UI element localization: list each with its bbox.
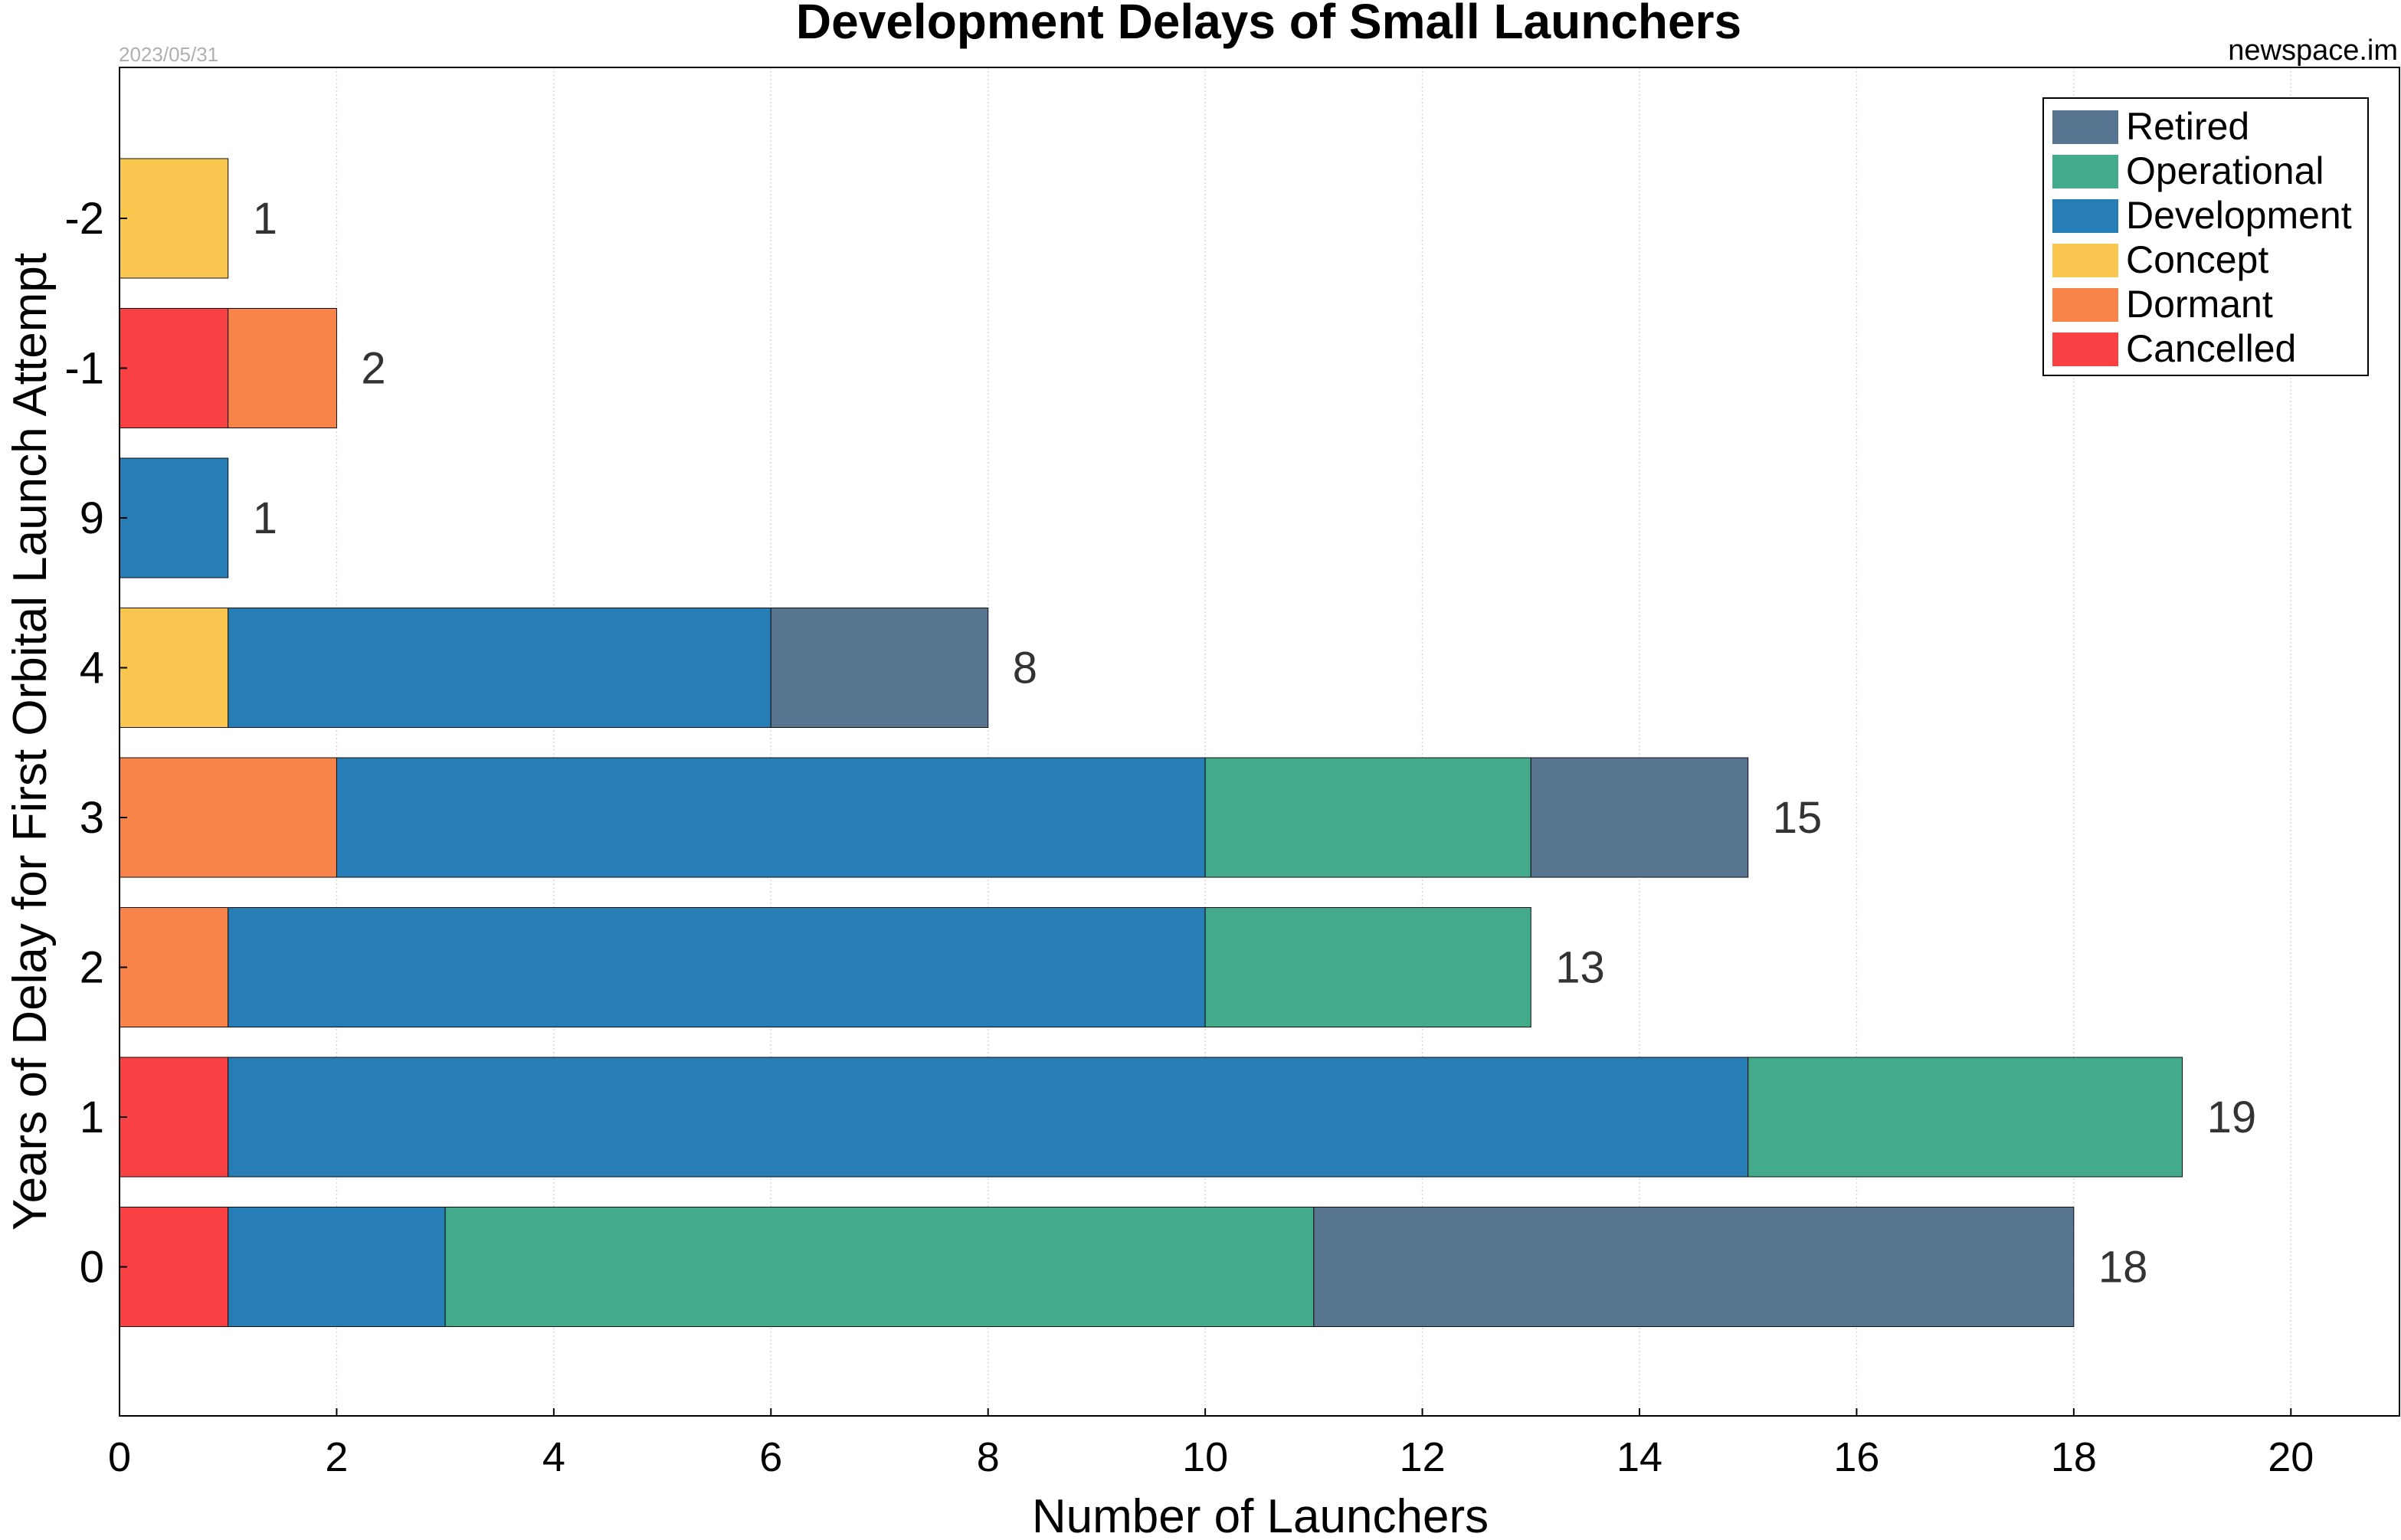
x-tick-label: 8 (977, 1434, 1000, 1480)
x-tick-label: 14 (1616, 1434, 1662, 1480)
bar-total-label: 2 (361, 344, 385, 394)
legend-swatch-cancelled (2052, 333, 2118, 366)
bar-segment-operational (1748, 1057, 2183, 1178)
bar-segment-dormant (119, 757, 337, 878)
bar-total-label: 1 (253, 493, 277, 543)
bar-total-label: 15 (1773, 793, 1823, 843)
y-tick-label: 0 (80, 1243, 104, 1293)
x-axis-ticks: 0 2 4 6 8 10 12 14 16 18 20 (108, 1408, 2314, 1480)
legend-swatch-retired (2052, 110, 2118, 144)
x-tick-label: 12 (1400, 1434, 1446, 1480)
y-tick-label: 1 (80, 1093, 104, 1142)
y-tick-label: 3 (80, 793, 104, 843)
bar-segment-dormant (119, 907, 229, 1027)
bar-segment-concept (119, 158, 229, 279)
bar-segment-development (228, 907, 1206, 1027)
bar-total-label: 8 (1013, 644, 1037, 693)
bar-segment-cancelled (119, 1057, 229, 1178)
x-tick-label: 4 (542, 1434, 565, 1480)
legend-swatch-development (2052, 199, 2118, 233)
bar-segment-development (336, 757, 1206, 878)
y-tick-label: 9 (80, 493, 104, 543)
bar-segment-concept (119, 608, 229, 728)
legend-swatch-dormant (2052, 288, 2118, 322)
bar-segment-retired (770, 608, 989, 728)
bar-segment-cancelled (119, 308, 229, 428)
bar-segment-dormant (228, 308, 337, 428)
x-axis-label: Number of Launchers (1032, 1490, 1489, 1536)
bar-segment-operational (1204, 907, 1531, 1027)
bar-total-label: 1 (253, 194, 277, 244)
legend-label-dormant: Dormant (2126, 283, 2273, 326)
bar-segment-development (228, 608, 771, 728)
legend-label-concept: Concept (2126, 238, 2268, 281)
bar-total-label: 13 (1555, 943, 1605, 993)
legend-frame (2042, 97, 2369, 376)
bar-segment-development (228, 1207, 446, 1327)
legend-label-retired: Retired (2126, 105, 2249, 148)
bar-segment-development (228, 1057, 1749, 1178)
bar-total-label: 19 (2207, 1093, 2257, 1142)
legend: RetiredOperationalDevelopmentConceptDorm… (2042, 97, 2369, 376)
bar-segment-retired (1530, 757, 1749, 878)
legend-swatch-concept (2052, 244, 2118, 277)
x-tick-label: 18 (2051, 1434, 2097, 1480)
x-tick-label: 0 (108, 1434, 131, 1480)
bar-segment-operational (444, 1207, 1315, 1327)
x-tick-label: 10 (1182, 1434, 1228, 1480)
bar-segment-retired (1313, 1207, 2075, 1327)
y-axis-ticks: -2 -1 9 4 3 2 1 0 (64, 194, 127, 1293)
x-tick-label: 20 (2268, 1434, 2314, 1480)
chart-title: Development Delays of Small Launchers (796, 0, 1741, 49)
y-tick-label: 4 (80, 644, 104, 693)
bar-total-label: 18 (2098, 1243, 2148, 1293)
source-label: newspace.im (2228, 34, 2398, 67)
legend-label-operational: Operational (2126, 149, 2324, 192)
x-tick-label: 6 (759, 1434, 782, 1480)
legend-label-cancelled: Cancelled (2126, 327, 2296, 370)
x-tick-label: 16 (1833, 1434, 1879, 1480)
y-axis-label: Years of Delay for First Orbital Launch … (4, 253, 57, 1230)
date-stamp: 2023/05/31 (119, 43, 218, 66)
bar-segment-development (119, 457, 229, 578)
x-tick-label: 2 (325, 1434, 348, 1480)
plot-frame (119, 67, 2400, 1417)
bars (119, 158, 2183, 1327)
y-tick-label: -2 (64, 194, 104, 244)
legend-swatch-operational (2052, 155, 2118, 188)
legend-label-development: Development (2126, 194, 2352, 237)
y-tick-label: -1 (64, 344, 104, 394)
bar-segment-cancelled (119, 1207, 229, 1327)
y-tick-label: 2 (80, 943, 104, 993)
bar-segment-operational (1204, 757, 1531, 878)
